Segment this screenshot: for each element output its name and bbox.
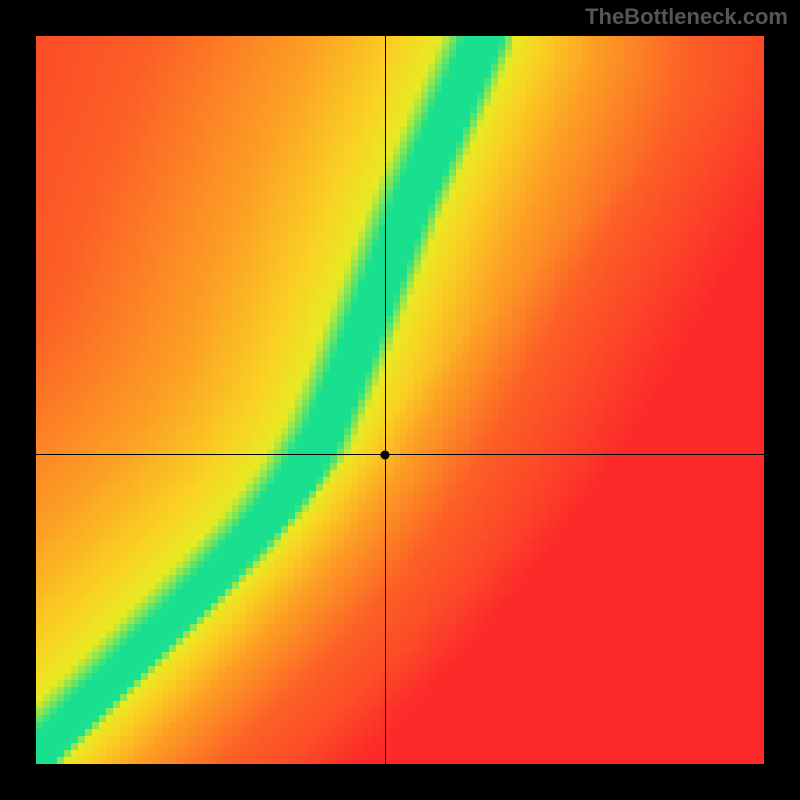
- crosshair-horizontal: [36, 454, 764, 455]
- watermark-text: TheBottleneck.com: [585, 4, 788, 30]
- crosshair-point: [381, 450, 390, 459]
- heatmap-plot: [36, 36, 764, 764]
- heatmap-canvas: [36, 36, 764, 764]
- crosshair-vertical: [385, 36, 386, 764]
